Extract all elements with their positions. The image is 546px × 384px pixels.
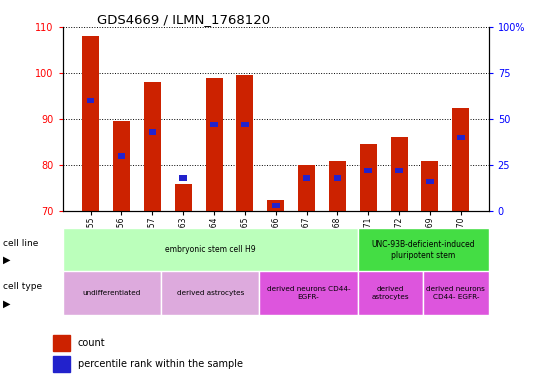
Bar (303, 175, 310, 181)
Bar (241, 122, 248, 127)
Bar (180, 175, 187, 181)
Bar (54, 356, 70, 372)
Bar (272, 203, 280, 209)
Bar (329, 161, 346, 211)
Bar (54, 335, 70, 351)
Bar (118, 153, 125, 159)
Bar (422, 161, 438, 211)
Bar (63, 228, 358, 271)
Bar (161, 271, 259, 315)
Text: embryonic stem cell H9: embryonic stem cell H9 (165, 245, 256, 254)
Bar (423, 271, 489, 315)
Bar (365, 168, 372, 174)
Bar (63, 271, 161, 315)
Bar (82, 36, 99, 211)
Bar (149, 129, 156, 135)
Bar (113, 121, 130, 211)
Bar (210, 122, 218, 127)
Text: UNC-93B-deficient-induced
pluripotent stem: UNC-93B-deficient-induced pluripotent st… (371, 240, 475, 260)
Bar (395, 168, 403, 174)
Text: cell type: cell type (3, 282, 42, 291)
Bar (175, 184, 192, 211)
Text: derived astrocytes: derived astrocytes (176, 290, 244, 296)
Bar (360, 144, 377, 211)
Bar (87, 98, 94, 103)
Text: ▶: ▶ (3, 299, 10, 309)
Bar (267, 200, 284, 211)
Text: derived neurons CD44-
EGFR-: derived neurons CD44- EGFR- (266, 286, 351, 300)
Bar (426, 179, 434, 184)
Bar (259, 271, 358, 315)
Bar (457, 135, 465, 140)
Text: derived
astrocytes: derived astrocytes (372, 286, 409, 300)
Text: GDS4669 / ILMN_1768120: GDS4669 / ILMN_1768120 (97, 13, 270, 26)
Bar (358, 271, 423, 315)
Text: undifferentiated: undifferentiated (83, 290, 141, 296)
Bar (390, 137, 408, 211)
Bar (334, 175, 341, 181)
Bar (236, 75, 253, 211)
Text: derived neurons
CD44- EGFR-: derived neurons CD44- EGFR- (426, 286, 485, 300)
Text: cell line: cell line (3, 239, 38, 248)
Text: ▶: ▶ (3, 255, 10, 265)
Text: count: count (78, 338, 105, 348)
Bar (358, 228, 489, 271)
Bar (205, 78, 223, 211)
Bar (144, 82, 161, 211)
Bar (452, 108, 470, 211)
Bar (298, 165, 315, 211)
Text: percentile rank within the sample: percentile rank within the sample (78, 359, 243, 369)
